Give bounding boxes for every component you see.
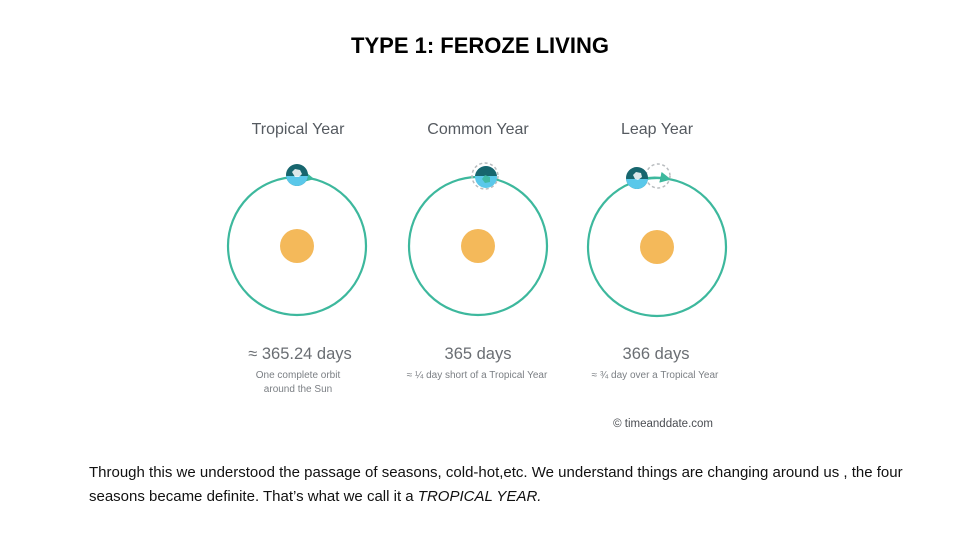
source-credit: © timeanddate.com bbox=[613, 418, 713, 430]
earth-icon bbox=[475, 166, 497, 188]
caption-text: Through this we understood the passage o… bbox=[89, 464, 903, 505]
column-title: Tropical Year bbox=[252, 121, 345, 138]
column-title: Common Year bbox=[427, 121, 529, 138]
note-line: ≈ ¾ day over a Tropical Year bbox=[592, 370, 719, 381]
sun bbox=[461, 229, 495, 263]
tropical-position-ghost-ring bbox=[471, 162, 499, 190]
slide-title: TYPE 1: FEROZE LIVING bbox=[351, 33, 609, 58]
caption-emphasis: TROPICAL YEAR. bbox=[417, 488, 542, 505]
days-label: 366 days bbox=[623, 345, 690, 363]
note-line: around the Sun bbox=[264, 384, 332, 395]
year-types-diagram: Tropical Year ≈ 365.24 days One complete… bbox=[220, 95, 740, 440]
column-tropical-year: Tropical Year ≈ 365.24 days One complete… bbox=[226, 121, 368, 395]
days-label: 365 days bbox=[445, 345, 512, 363]
sun bbox=[640, 230, 674, 264]
column-leap-year: Leap Year 366 days ≈ ¾ day over a Tropic… bbox=[586, 121, 728, 381]
note-line: One complete orbit bbox=[256, 370, 341, 381]
sun bbox=[280, 229, 314, 263]
column-title: Leap Year bbox=[621, 121, 694, 138]
column-common-year: Common Year 365 days ≈ ¼ day short of a … bbox=[407, 121, 549, 381]
earth-icon bbox=[286, 164, 308, 186]
earth-icon bbox=[626, 167, 648, 189]
year-types-figure: Tropical Year ≈ 365.24 days One complete… bbox=[226, 121, 728, 430]
note-line: ≈ ¼ day short of a Tropical Year bbox=[407, 369, 548, 381]
days-label: ≈ 365.24 days bbox=[248, 345, 352, 363]
slide-caption: Through this we understood the passage o… bbox=[89, 461, 919, 509]
tropical-position-ghost-ring bbox=[645, 163, 671, 189]
